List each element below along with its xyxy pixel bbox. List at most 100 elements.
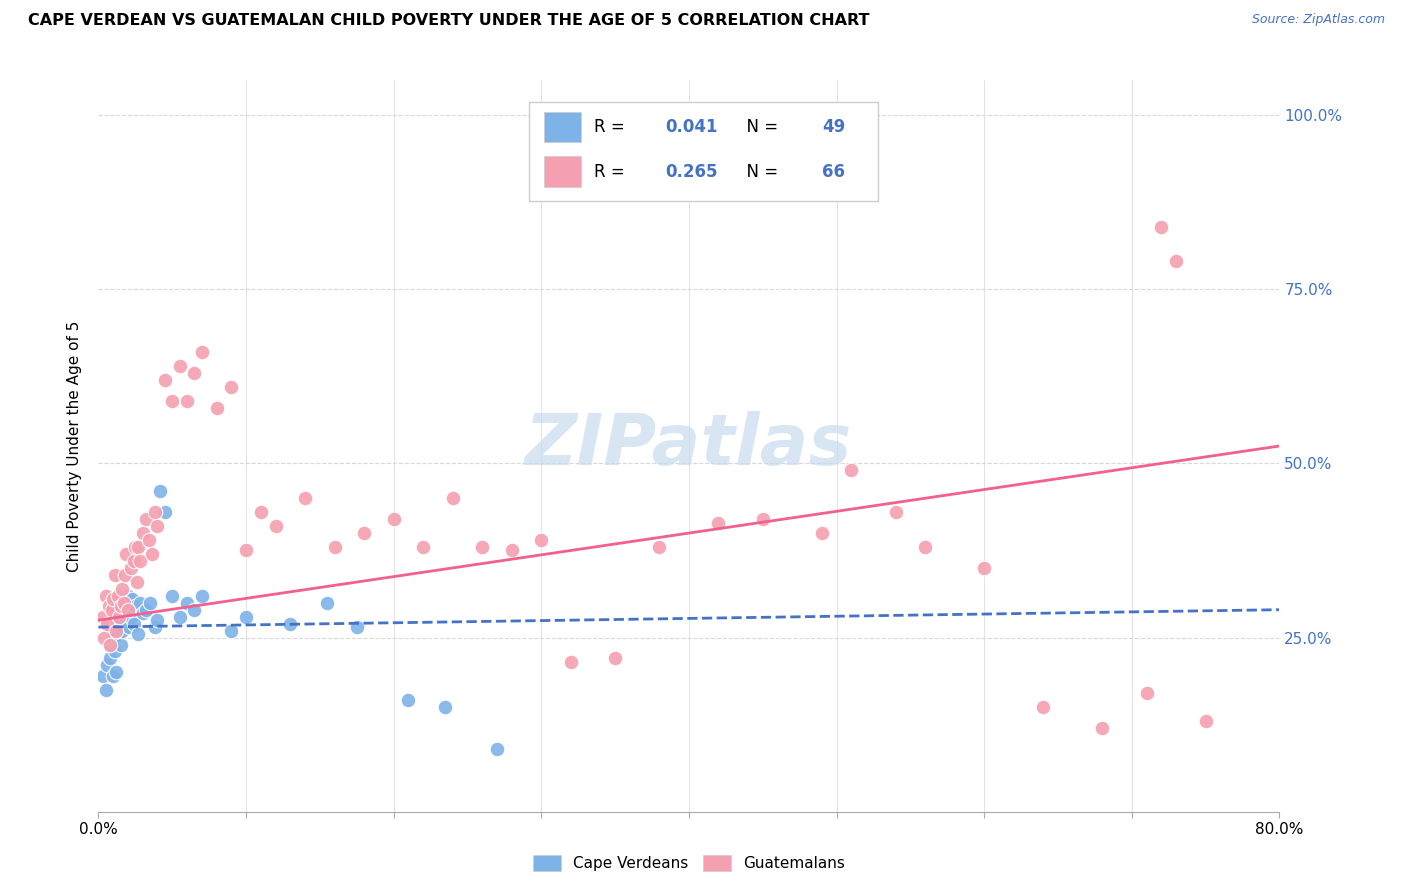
Point <box>135 512 157 526</box>
Point <box>128 554 150 568</box>
Point <box>110 603 132 617</box>
Point <box>132 526 155 541</box>
Point <box>138 533 160 547</box>
Point <box>114 567 136 582</box>
Point <box>96 616 118 631</box>
Point <box>1032 700 1054 714</box>
Point <box>396 693 419 707</box>
Point <box>841 463 863 477</box>
Point <box>103 592 125 607</box>
Point <box>191 345 214 359</box>
Text: 0.265: 0.265 <box>665 162 718 181</box>
Point <box>98 638 121 652</box>
Text: 0.041: 0.041 <box>665 118 718 136</box>
Point <box>264 519 287 533</box>
Point <box>120 609 142 624</box>
Text: 49: 49 <box>823 118 845 136</box>
Point <box>94 589 117 603</box>
Point <box>96 658 118 673</box>
Point <box>127 627 149 641</box>
Point <box>98 651 121 665</box>
Point <box>103 624 125 638</box>
Point <box>98 638 121 652</box>
Point <box>191 589 214 603</box>
Point <box>169 609 191 624</box>
Point <box>146 613 169 627</box>
Point <box>94 682 117 697</box>
Point <box>486 742 509 756</box>
Point <box>250 505 273 519</box>
Point <box>107 589 129 603</box>
Point <box>530 533 553 547</box>
Text: N =: N = <box>737 118 783 136</box>
Point <box>110 599 132 614</box>
Point <box>122 554 145 568</box>
Point <box>149 484 172 499</box>
Point <box>111 624 134 638</box>
Point <box>235 543 257 558</box>
Point <box>278 616 302 631</box>
Point <box>105 606 128 620</box>
Point <box>112 606 135 620</box>
Point <box>100 603 122 617</box>
Point <box>346 620 368 634</box>
Point <box>648 540 671 554</box>
Point <box>105 624 128 638</box>
Point <box>105 665 128 680</box>
Bar <box>544 112 582 143</box>
Point <box>205 401 228 415</box>
Point <box>1150 219 1173 234</box>
Point <box>115 547 138 561</box>
Point <box>162 589 183 603</box>
Point <box>117 603 139 617</box>
Point <box>122 616 145 631</box>
Point <box>104 567 127 582</box>
Point <box>471 540 494 554</box>
Point <box>884 505 907 519</box>
Point <box>110 638 132 652</box>
Point <box>353 526 375 541</box>
Point <box>141 547 163 561</box>
Point <box>93 631 115 645</box>
Point <box>111 596 134 610</box>
Point <box>294 491 316 506</box>
Text: R =: R = <box>595 118 630 136</box>
Point <box>973 561 995 575</box>
Point <box>97 599 120 614</box>
Text: ZIPatlas: ZIPatlas <box>526 411 852 481</box>
Point <box>108 609 131 624</box>
Y-axis label: Child Poverty Under the Age of 5: Child Poverty Under the Age of 5 <box>67 320 83 572</box>
Point <box>121 592 143 607</box>
Legend: Cape Verdeans, Guatemalans: Cape Verdeans, Guatemalans <box>527 849 851 877</box>
Point <box>412 540 434 554</box>
Point <box>146 519 169 533</box>
Point <box>100 631 122 645</box>
Point <box>1164 254 1187 268</box>
Point <box>1195 714 1218 728</box>
Text: Source: ZipAtlas.com: Source: ZipAtlas.com <box>1251 13 1385 27</box>
Point <box>103 669 125 683</box>
Point <box>810 526 832 541</box>
Point <box>169 359 191 373</box>
Point <box>114 599 136 614</box>
Point <box>117 589 139 603</box>
Point <box>1091 721 1114 735</box>
Point <box>316 596 339 610</box>
Point <box>153 373 176 387</box>
Point <box>107 627 129 641</box>
Point <box>1135 686 1157 700</box>
Point <box>143 620 166 634</box>
Point <box>183 603 205 617</box>
Point <box>434 700 457 714</box>
Point <box>323 540 346 554</box>
Point <box>219 624 242 638</box>
Point <box>605 651 627 665</box>
Point <box>91 669 114 683</box>
Point <box>560 655 582 669</box>
Point <box>501 543 523 558</box>
Point <box>914 540 936 554</box>
Point <box>441 491 464 506</box>
Point <box>112 596 135 610</box>
Point <box>111 582 134 596</box>
Point <box>235 609 257 624</box>
